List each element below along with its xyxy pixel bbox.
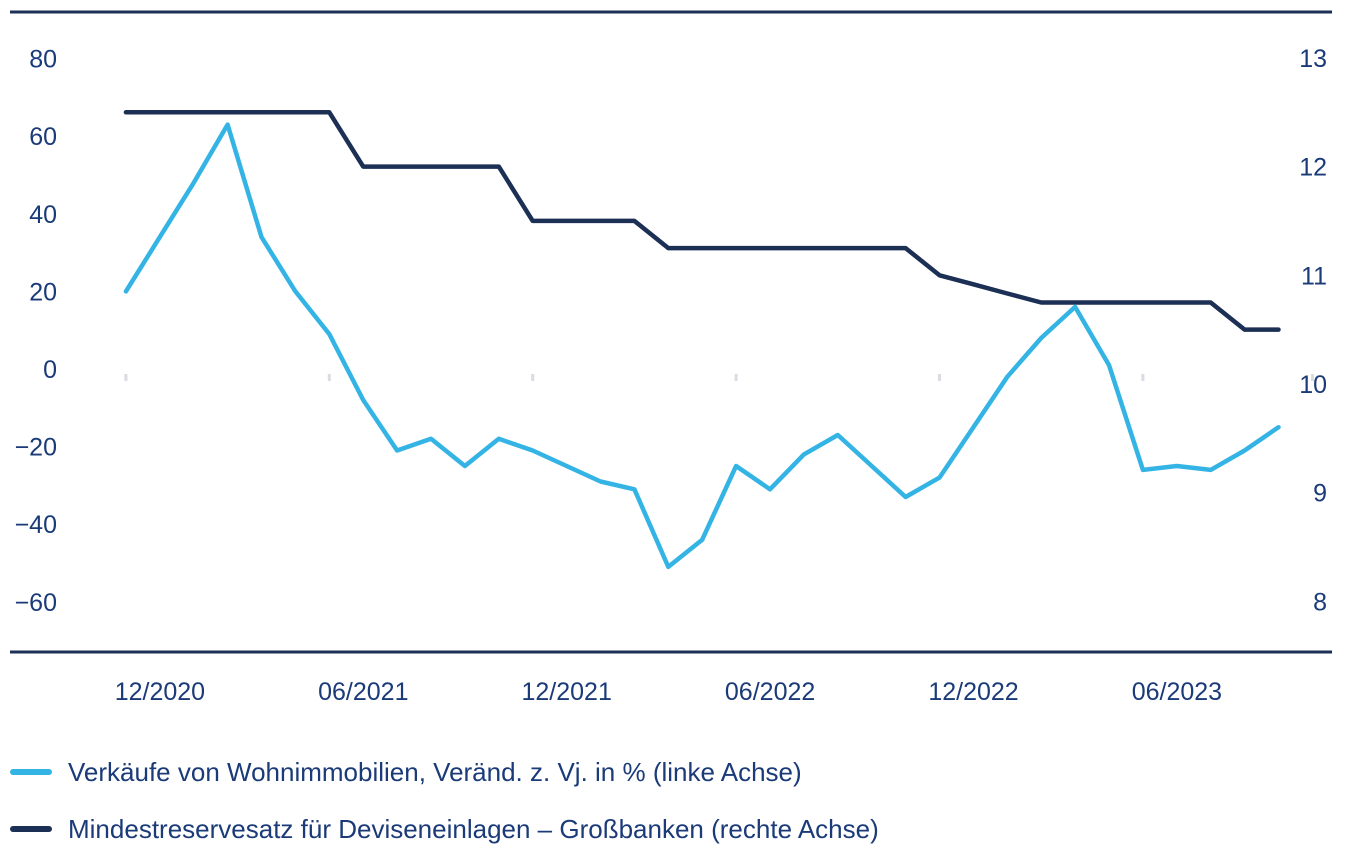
left-axis-tick-label: 60: [29, 123, 57, 151]
left-axis-ticks: 80 60 40 20 0 −20 −40 −60: [15, 46, 57, 617]
right-axis-tick-label: 13: [1299, 45, 1327, 73]
legend-item-sales: Verkäufe von Wohnimmobilien, Veränd. z. …: [10, 752, 802, 792]
legend-swatch-sales: [10, 769, 52, 775]
x-axis-ticks: 12/2020 06/2021 12/2021 06/2022 12/2022 06/20…: [115, 678, 1222, 706]
left-axis-tick-label: −20: [15, 434, 57, 462]
left-axis-tick-label: 40: [29, 201, 57, 229]
right-axis-tick-label: 11: [1301, 262, 1327, 290]
x-axis-tick-label: 12/2020: [115, 678, 205, 706]
left-axis-tick-label: 80: [29, 46, 57, 74]
right-axis-tick-label: 8: [1313, 588, 1327, 616]
left-axis-tick-label: −60: [15, 589, 57, 617]
right-axis-tick-label: 12: [1299, 154, 1327, 182]
x-axis-tick-label: 12/2021: [522, 678, 612, 706]
x-axis-tick-label: 06/2023: [1132, 678, 1222, 706]
left-axis-tick-label: 20: [29, 278, 57, 306]
x-axis-tick-label: 12/2022: [928, 678, 1018, 706]
series-line-reserve: [123, 110, 1281, 332]
right-axis-ticks: 13 12 11 10 9 8: [1299, 45, 1327, 617]
legend-swatch-reserve: [10, 826, 52, 832]
chart: 80 60 40 20 0 −20 −40 −60 13 12 11 10 9 8 12/2020 06/…: [10, 10, 1332, 706]
legend-item-reserve: Mindestreservesatz für Deviseneinlagen –…: [10, 809, 879, 849]
series-layer: [123, 110, 1281, 570]
x-axis-tick-label: 06/2021: [318, 678, 408, 706]
left-axis-tick-label: 0: [43, 356, 57, 384]
legend-label-sales: Verkäufe von Wohnimmobilien, Veränd. z. …: [68, 756, 802, 787]
right-axis-tick-label: 10: [1299, 371, 1327, 399]
zero-line-ticks: [124, 374, 1314, 381]
right-axis-tick-label: 9: [1313, 480, 1327, 508]
series-line-sales: [123, 122, 1281, 570]
legend-label-reserve: Mindestreservesatz für Deviseneinlagen –…: [68, 813, 879, 844]
left-axis-tick-label: −40: [15, 511, 57, 539]
x-axis-tick-label: 06/2022: [725, 678, 815, 706]
